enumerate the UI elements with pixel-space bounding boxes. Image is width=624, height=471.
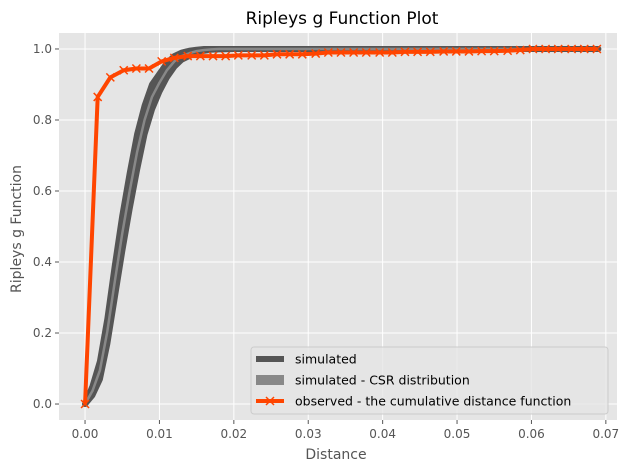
x-tick-label: 0.00 <box>72 427 99 441</box>
observed-marker <box>592 44 602 54</box>
y-axis-title: Ripleys g Function <box>9 165 25 293</box>
observed-marker <box>349 47 359 58</box>
observed-marker <box>439 46 449 56</box>
x-tick-label: 0.01 <box>146 427 173 441</box>
observed-marker <box>144 63 154 74</box>
observed-marker <box>105 72 115 82</box>
observed-marker <box>259 50 269 60</box>
observed-marker <box>285 49 295 59</box>
observed-marker <box>272 49 282 59</box>
observed-marker <box>233 50 243 60</box>
y-tick-label: 0.8 <box>33 113 52 127</box>
series-layer <box>80 44 602 409</box>
observed-marker <box>361 47 371 58</box>
x-tick-label: 0.03 <box>295 427 322 441</box>
observed-marker <box>221 51 231 61</box>
y-tick-label: 0.4 <box>33 255 52 269</box>
observed-marker <box>579 44 589 54</box>
y-tick-label: 0.2 <box>33 326 52 340</box>
chart-title: Ripleys g Function Plot <box>246 9 439 29</box>
observed-marker <box>400 47 410 57</box>
legend-box <box>250 346 609 415</box>
x-axis-title: Distance <box>305 447 366 463</box>
observed-marker <box>336 47 346 58</box>
observed-marker <box>80 399 90 409</box>
x-tick-label: 0.05 <box>444 427 471 441</box>
observed-marker <box>183 51 193 61</box>
x-tick-label: 0.07 <box>592 427 619 441</box>
observed-marker <box>93 92 103 102</box>
observed-marker <box>489 46 499 56</box>
observed-marker <box>425 47 435 57</box>
observed-marker <box>195 51 205 61</box>
observed-marker <box>451 46 461 56</box>
legend-marker <box>265 396 275 406</box>
y-tick-label: 1.0 <box>33 42 52 56</box>
observed-marker <box>119 65 129 75</box>
observed-marker <box>323 47 333 58</box>
x-tick-label: 0.06 <box>518 427 545 441</box>
observed-marker <box>375 47 385 58</box>
observed-marker <box>464 46 474 56</box>
observed-marker <box>477 46 487 56</box>
observed-marker <box>297 49 307 59</box>
x-tick-label: 0.02 <box>220 427 247 441</box>
tick-labels: 0.00 0.01 0.02 0.03 0.04 0.05 0.06 0.07 0.0 0.2 0.… <box>33 42 619 441</box>
legend-label: observed - the cumulative distance funct… <box>295 394 571 409</box>
observed-marker <box>247 50 257 60</box>
legend-label: simulated - CSR distribution <box>295 373 470 388</box>
observed-marker <box>503 46 513 56</box>
observed-marker <box>528 44 538 54</box>
observed-marker <box>567 44 577 54</box>
observed-marker <box>413 47 423 57</box>
observed-marker <box>208 51 218 61</box>
legend-label: simulated <box>295 352 357 367</box>
legend: simulated simulated - CSR distribution obs… <box>250 346 609 415</box>
observed-marker <box>311 49 321 59</box>
observed-marker <box>541 44 551 54</box>
observed-marker <box>169 53 179 63</box>
observed-marker <box>387 47 397 58</box>
x-tick-label: 0.04 <box>369 427 396 441</box>
y-tick-label: 0.6 <box>33 184 52 198</box>
observed-marker <box>553 44 563 54</box>
observed-marker <box>157 56 167 66</box>
observed-marker <box>515 45 525 55</box>
y-tick-label: 0.0 <box>33 397 52 411</box>
observed-marker <box>131 63 141 74</box>
